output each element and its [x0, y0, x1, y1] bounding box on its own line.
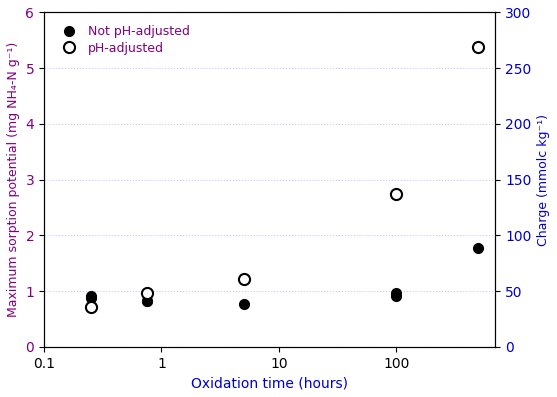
pH-adjusted — [144, 290, 150, 295]
Not pH-adjusted — [393, 290, 399, 295]
Not pH-adjusted — [144, 298, 150, 303]
Legend: Not pH-adjusted, pH-adjusted: Not pH-adjusted, pH-adjusted — [50, 19, 196, 61]
Line: pH-adjusted: pH-adjusted — [85, 41, 484, 312]
X-axis label: Oxidation time (hours): Oxidation time (hours) — [191, 376, 348, 390]
Not pH-adjusted — [393, 293, 399, 298]
Y-axis label: Charge (mmolc kg⁻¹): Charge (mmolc kg⁻¹) — [537, 114, 550, 246]
pH-adjusted — [475, 44, 482, 49]
pH-adjusted — [393, 191, 399, 196]
Not pH-adjusted — [87, 296, 94, 301]
pH-adjusted — [240, 276, 247, 281]
Not pH-adjusted — [240, 301, 247, 306]
Not pH-adjusted — [475, 246, 482, 251]
Not pH-adjusted — [87, 293, 94, 298]
Y-axis label: Maximum sorption potential (mg NH₄-N g⁻¹): Maximum sorption potential (mg NH₄-N g⁻¹… — [7, 42, 20, 317]
Not pH-adjusted — [144, 299, 150, 303]
pH-adjusted — [87, 304, 94, 309]
Line: Not pH-adjusted: Not pH-adjusted — [86, 243, 483, 309]
